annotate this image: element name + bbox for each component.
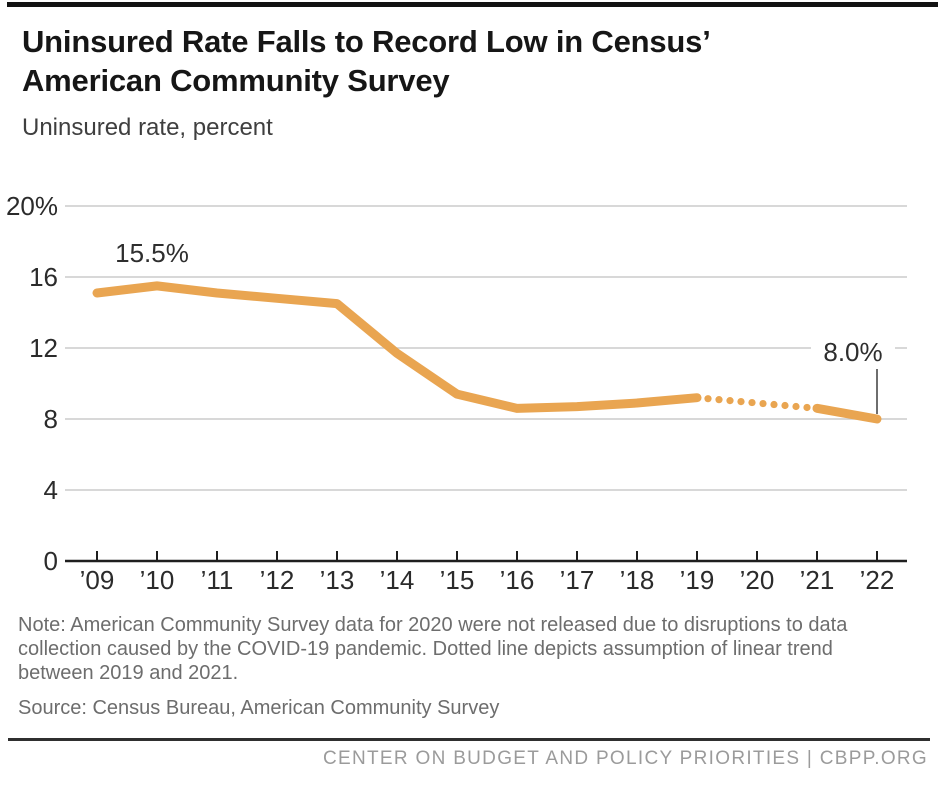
chart-title: Uninsured Rate Falls to Record Low in Ce… [22,22,922,100]
trend-dot [803,403,811,412]
dotted-trend-segment [704,395,811,412]
x-tick-label: ’09 [80,565,115,595]
x-tick-label: ’13 [320,565,355,595]
y-tick-label: 20% [6,191,58,221]
trend-dot [792,402,800,411]
chart-source: Source: Census Bureau, American Communit… [18,697,500,719]
footer-divider [8,738,930,741]
x-tick-label: ’14 [380,565,415,595]
x-tick-label: ’21 [800,565,835,595]
data-line-segment [92,281,702,413]
trend-dot [759,399,767,408]
chart-subtitle: Uninsured rate, percent [22,114,273,141]
x-tick-label: ’18 [620,565,655,595]
trend-dot [748,398,756,407]
latest-value-annotation: 8.0% [823,337,882,367]
trend-dot [704,395,712,403]
y-tick-label: 12 [29,333,58,363]
chart-note: Note: American Community Survey data for… [18,614,848,684]
x-tick-label: ’15 [440,565,475,595]
y-tick-label: 0 [44,546,58,576]
y-tick-label: 16 [29,262,58,292]
annotation-background [811,335,895,369]
top-accent-bar [7,2,938,7]
trend-dot [781,401,789,410]
data-line-segment [812,403,882,424]
x-tick-label: ’17 [560,565,595,595]
x-tick-label: ’20 [740,565,775,595]
y-tick-label: 4 [44,475,58,505]
trend-dot [715,396,723,404]
uninsured-rate-line-chart: 0 4 8 12 16 20% ’09 ’10 ’11 ’12 ’13 ’14 ’15 ’16 ’17 ’18… [6,191,907,595]
gridlines [65,205,907,491]
trend-dot [726,397,734,405]
trend-dot [770,400,778,409]
y-tick-label: 8 [44,404,58,434]
x-tick-label: ’16 [500,565,535,595]
peak-value-annotation: 15.5% [115,238,189,268]
x-axis: ’09 ’10 ’11 ’12 ’13 ’14 ’15 ’16 ’17 ’18 ’19 ’20 ’21 ’… [65,551,907,595]
footer-credit: CENTER ON BUDGET AND POLICY PRIORITIES |… [323,748,928,769]
trend-dot [737,398,745,406]
chart-title-line1: Uninsured Rate Falls to Record Low in Ce… [22,24,711,59]
y-axis-labels: 0 4 8 12 16 20% [6,191,58,576]
data-line [92,281,882,424]
chart-title-line2: American Community Survey [22,63,450,98]
x-tick-label: ’22 [860,565,895,595]
x-tick-label: ’10 [140,565,175,595]
x-tick-label: ’12 [260,565,295,595]
x-tick-label: ’11 [201,565,234,595]
x-tick-label: ’19 [680,565,715,595]
